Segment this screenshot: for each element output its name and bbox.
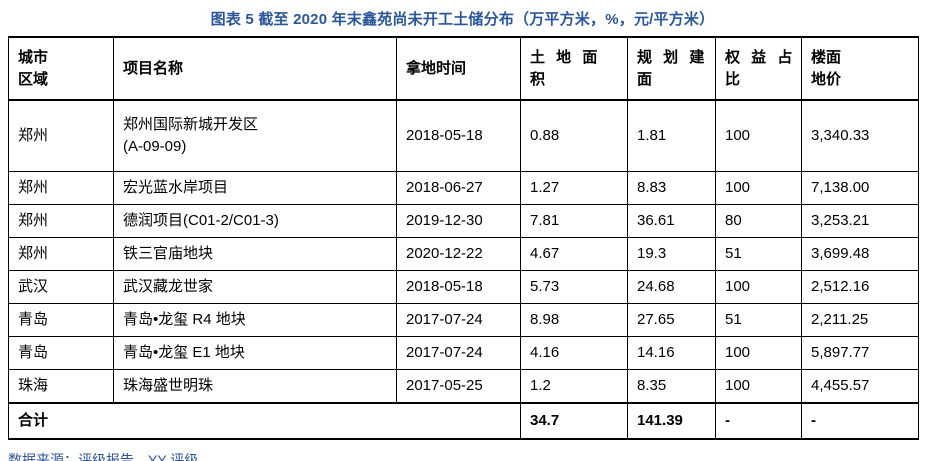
col-header-land-area: 土 地 面 积 [520,36,628,101]
cell-planned-gfa: 1.81 [627,99,716,172]
table-row: 郑州 德润项目(C01-2/C01-3) 2019-12-30 7.81 36.… [8,204,919,238]
table-row: 郑州 铁三官庙地块 2020-12-22 4.67 19.3 51 3,699.… [8,237,919,271]
land-reserve-table: 城市 区域 项目名称 拿地时间 土 地 面 积 规 划 建 面 权 益 占 比 … [8,36,919,440]
table-row: 郑州 郑州国际新城开发区 (A-09-09) 2018-05-18 0.88 1… [8,99,919,172]
cell-date: 2018-06-27 [396,171,521,205]
col-header-equity-ratio: 权 益 占 比 [715,36,802,101]
cell-project: 铁三官庙地块 [113,237,397,271]
total-equity-ratio: - [715,402,802,440]
cell-floor-price: 3,699.48 [801,237,919,271]
cell-date: 2018-05-18 [396,270,521,304]
cell-floor-price: 3,340.33 [801,99,919,172]
table-title: 图表 5 截至 2020 年末鑫苑尚未开工土储分布（万平方米，%，元/平方米） [210,11,715,28]
cell-equity-ratio: 100 [715,171,802,205]
header-row: 城市 区域 项目名称 拿地时间 土 地 面 积 规 划 建 面 权 益 占 比 … [8,36,919,101]
cell-project: 宏光蓝水岸项目 [113,171,397,205]
cell-planned-gfa: 8.35 [627,369,716,404]
cell-equity-ratio: 100 [715,369,802,404]
cell-equity-ratio: 80 [715,204,802,238]
cell-city: 武汉 [8,270,114,304]
cell-equity-ratio: 100 [715,336,802,370]
data-source-note: 数据来源：评级报告，YY 评级 [8,452,199,461]
total-row: 合计 34.7 141.39 - - [8,402,919,440]
col-header-project-name: 项目名称 [113,36,397,101]
cell-city: 郑州 [8,237,114,271]
total-floor-price: - [801,402,919,440]
cell-city: 青岛 [8,336,114,370]
cell-planned-gfa: 27.65 [627,303,716,337]
cell-equity-ratio: 100 [715,270,802,304]
cell-planned-gfa: 36.61 [627,204,716,238]
cell-floor-price: 4,455.57 [801,369,919,404]
cell-floor-price: 2,512.16 [801,270,919,304]
cell-project: 青岛•龙玺 R4 地块 [113,303,397,337]
cell-planned-gfa: 19.3 [627,237,716,271]
cell-date: 2020-12-22 [396,237,521,271]
cell-land-area: 1.27 [520,171,628,205]
col-header-planned-gfa: 规 划 建 面 [627,36,716,101]
total-planned-gfa: 141.39 [627,402,716,440]
cell-date: 2017-07-24 [396,336,521,370]
cell-date: 2017-05-25 [396,369,521,404]
cell-floor-price: 7,138.00 [801,171,919,205]
cell-city: 青岛 [8,303,114,337]
cell-date: 2017-07-24 [396,303,521,337]
col-header-city-region: 城市 区域 [8,36,114,101]
cell-land-area: 8.98 [520,303,628,337]
total-label: 合计 [8,402,521,440]
cell-project: 珠海盛世明珠 [113,369,397,404]
cell-land-area: 1.2 [520,369,628,404]
cell-project: 武汉藏龙世家 [113,270,397,304]
cell-floor-price: 3,253.21 [801,204,919,238]
cell-equity-ratio: 51 [715,237,802,271]
total-land-area: 34.7 [520,402,628,440]
table-row: 珠海 珠海盛世明珠 2017-05-25 1.2 8.35 100 4,455.… [8,369,919,404]
cell-planned-gfa: 24.68 [627,270,716,304]
cell-equity-ratio: 100 [715,99,802,172]
cell-land-area: 7.81 [520,204,628,238]
cell-land-area: 4.67 [520,237,628,271]
cell-city: 珠海 [8,369,114,404]
cell-equity-ratio: 51 [715,303,802,337]
cell-land-area: 4.16 [520,336,628,370]
col-header-floor-price: 楼面 地价 [801,36,919,101]
cell-floor-price: 2,211.25 [801,303,919,337]
cell-land-area: 0.88 [520,99,628,172]
table-row: 郑州 宏光蓝水岸项目 2018-06-27 1.27 8.83 100 7,13… [8,171,919,205]
cell-project: 德润项目(C01-2/C01-3) [113,204,397,238]
cell-planned-gfa: 14.16 [627,336,716,370]
cell-project: 郑州国际新城开发区 (A-09-09) [113,99,397,172]
cell-date: 2019-12-30 [396,204,521,238]
cell-floor-price: 5,897.77 [801,336,919,370]
cell-city: 郑州 [8,171,114,205]
cell-city: 郑州 [8,99,114,172]
table-row: 青岛 青岛•龙玺 R4 地块 2017-07-24 8.98 27.65 51 … [8,303,919,337]
cell-project: 青岛•龙玺 E1 地块 [113,336,397,370]
cell-date: 2018-05-18 [396,99,521,172]
table-row: 武汉 武汉藏龙世家 2018-05-18 5.73 24.68 100 2,51… [8,270,919,304]
cell-planned-gfa: 8.83 [627,171,716,205]
table-row: 青岛 青岛•龙玺 E1 地块 2017-07-24 4.16 14.16 100… [8,336,919,370]
col-header-land-date: 拿地时间 [396,36,521,101]
cell-city: 郑州 [8,204,114,238]
cell-land-area: 5.73 [520,270,628,304]
